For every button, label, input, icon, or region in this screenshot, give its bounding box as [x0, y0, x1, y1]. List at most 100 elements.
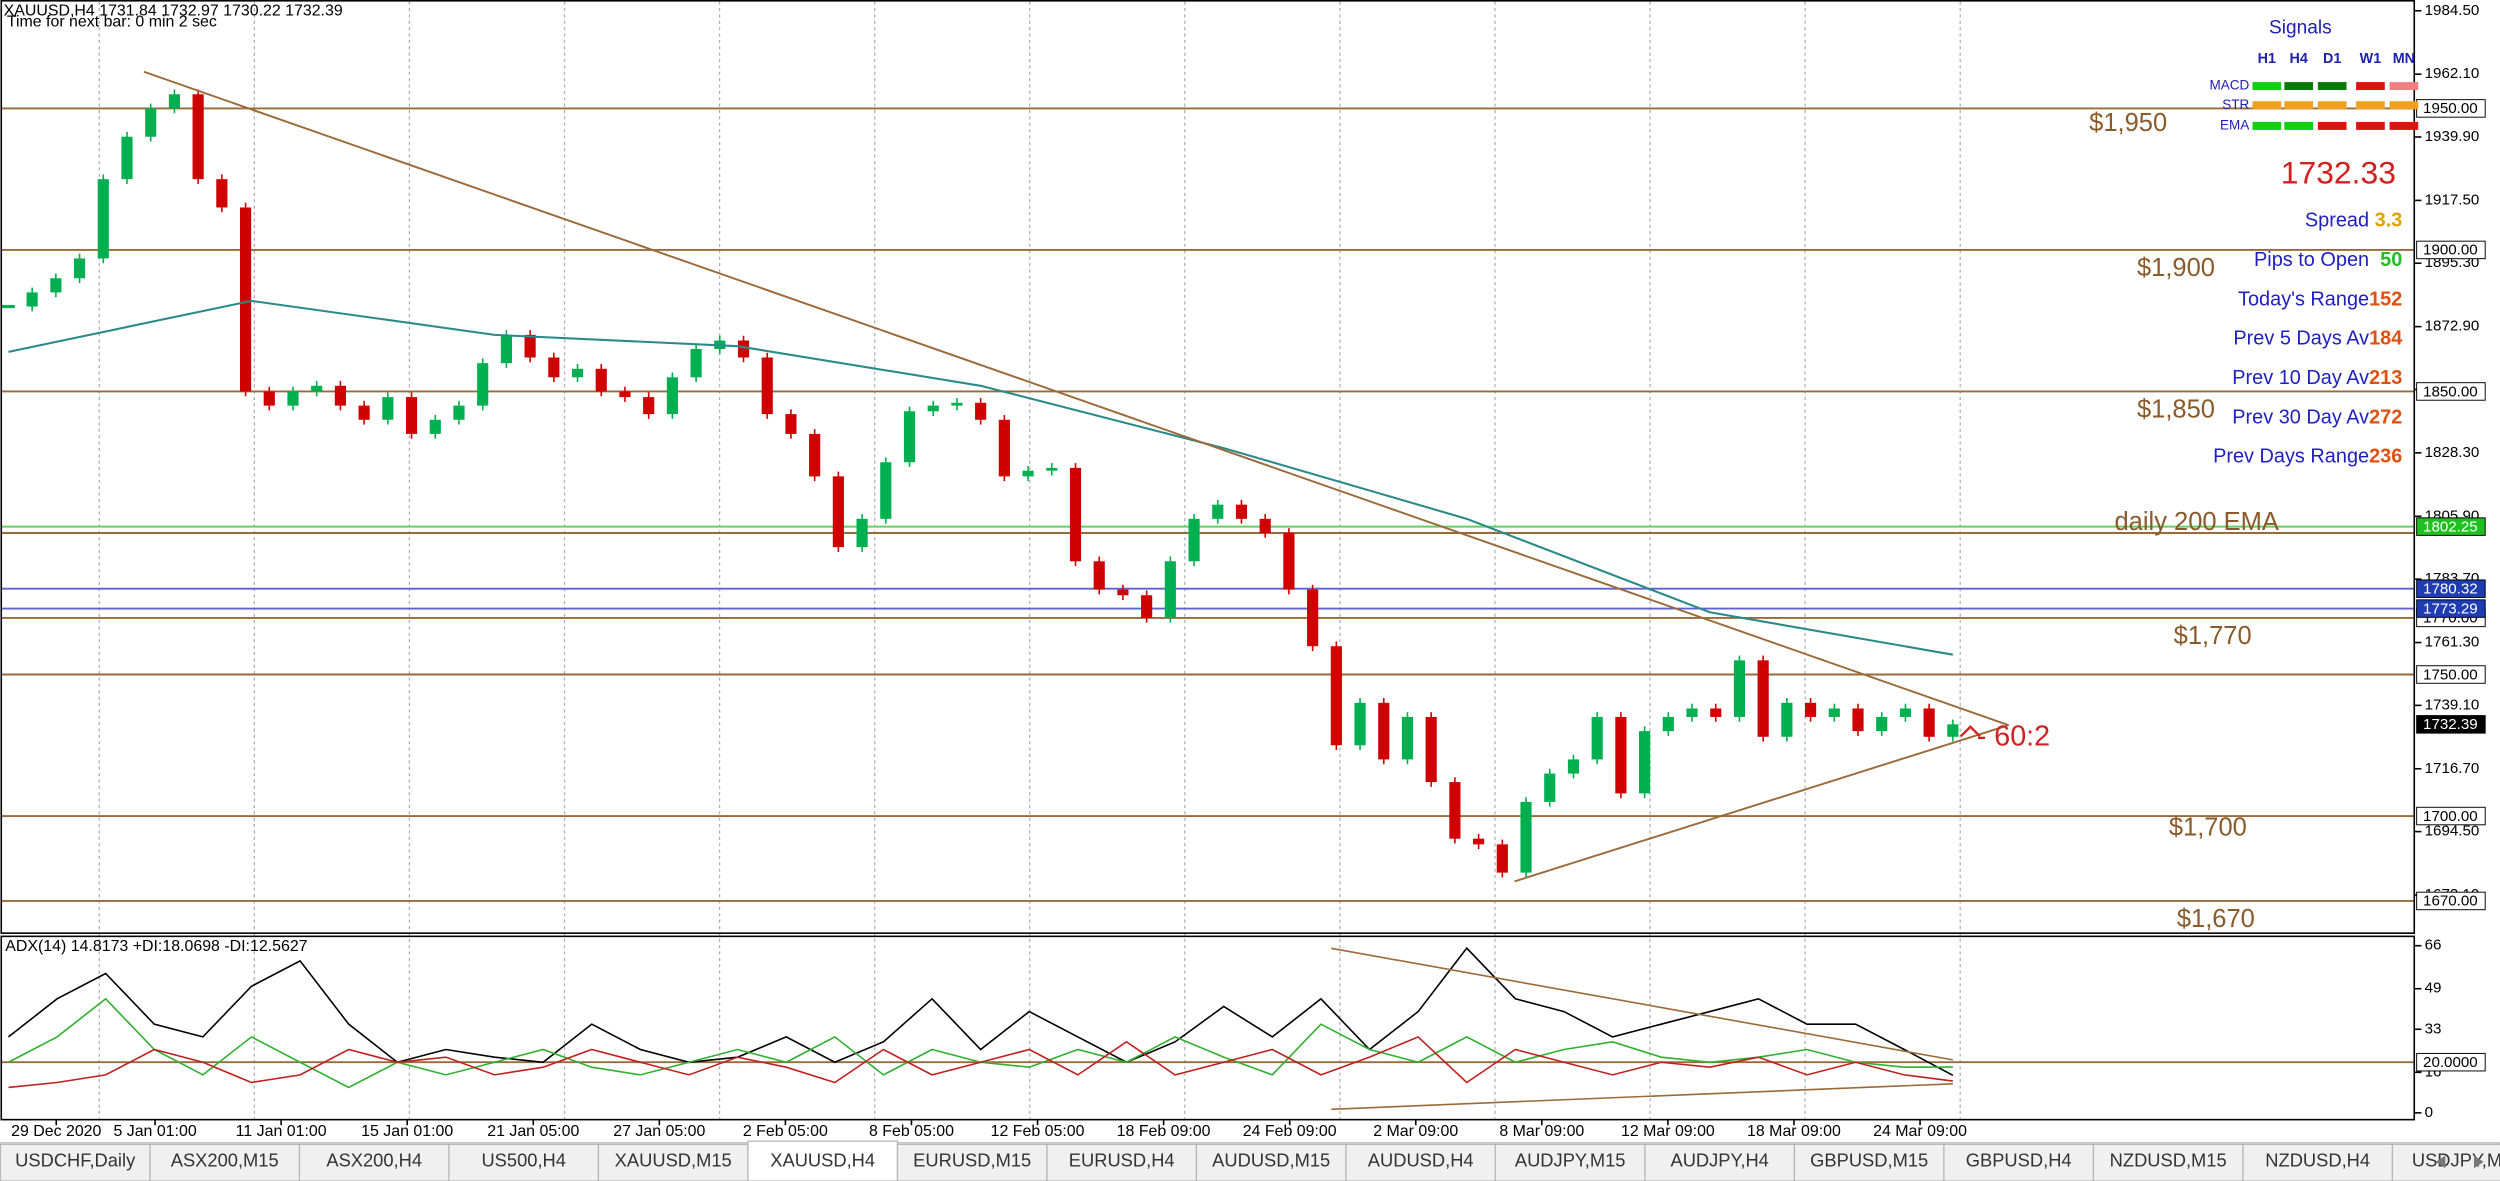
tab[interactable] — [1644, 1143, 1796, 1181]
candle — [1805, 702, 1817, 717]
candle — [571, 368, 584, 378]
candle — [1354, 702, 1366, 746]
tab[interactable] — [1943, 1143, 2095, 1181]
candle — [1639, 731, 1651, 794]
tab-label[interactable]: EURUSD,H4 — [1069, 1150, 1175, 1171]
tab-label[interactable]: GBPUSD,H4 — [1966, 1150, 2072, 1171]
tab-label[interactable]: US500,H4 — [481, 1150, 565, 1171]
tab[interactable] — [747, 1140, 899, 1181]
candle — [1473, 838, 1485, 845]
tab-scroll-right[interactable] — [2474, 1155, 2484, 1169]
signal-cell — [2252, 101, 2282, 110]
candle — [1733, 660, 1746, 717]
price-tag-label: 1700.00 — [2423, 808, 2478, 825]
candle — [145, 108, 157, 137]
tab-label[interactable]: AUDUSD,H4 — [1368, 1150, 1474, 1171]
tab-label[interactable]: ASX200,H4 — [326, 1150, 422, 1171]
price-tag-label: 1732.39 — [2423, 716, 2478, 733]
tab[interactable] — [896, 1143, 1048, 1181]
price-tag-label: 1750.00 — [2423, 666, 2478, 683]
adx-frame — [0, 935, 2416, 1121]
candle — [951, 402, 963, 406]
tab[interactable] — [1494, 1143, 1646, 1181]
tab-label[interactable]: GBPUSD,M15 — [1810, 1150, 1928, 1171]
x-tick-label: 11 Jan 01:00 — [236, 1123, 327, 1140]
bar-timer: Time for next bar: 0 min 2 sec — [7, 14, 217, 31]
tab-label[interactable]: XAUUSD,H4 — [770, 1150, 875, 1171]
candle — [1259, 518, 1271, 533]
candle — [595, 368, 607, 392]
candle — [1283, 532, 1295, 590]
tab[interactable] — [149, 1143, 301, 1181]
candle — [192, 94, 204, 180]
tab-label[interactable]: ASX200,M15 — [171, 1150, 279, 1171]
signal-cell — [2252, 121, 2282, 130]
signal-column: D1 — [2323, 51, 2341, 67]
tab[interactable] — [1046, 1143, 1198, 1181]
candle — [382, 397, 394, 420]
price-tag-label: 1950.00 — [2423, 100, 2478, 117]
stat-label: Pips to Open — [2254, 249, 2380, 271]
price-tag — [2416, 891, 2486, 911]
level-label: $1,770 — [2174, 622, 2252, 650]
time-axis: 29 Dec 2020 5 Jan 01:00 11 Jan 01:00 15 Jan… — [11, 1120, 1967, 1140]
tab[interactable] — [1195, 1143, 1347, 1181]
candle — [1757, 660, 1769, 737]
tab[interactable] — [1345, 1143, 1497, 1181]
y-tick-label: 66 — [2425, 937, 2442, 954]
candle — [358, 405, 370, 420]
tab-label[interactable]: USDJPY,M15 — [2412, 1150, 2500, 1171]
tab-scroll-left[interactable] — [2435, 1155, 2446, 1169]
current-price: 1732.33 — [2281, 155, 2396, 191]
tab[interactable] — [597, 1143, 749, 1181]
candle — [690, 349, 702, 378]
candle — [785, 414, 797, 434]
candle — [1591, 716, 1603, 760]
tab-label[interactable]: USDCHF,Daily — [15, 1150, 136, 1171]
level-label: $1,700 — [2169, 814, 2247, 842]
annotation: - 60:2 — [1977, 721, 2050, 753]
signal-cell — [2317, 82, 2347, 91]
signal-cell — [2317, 121, 2347, 130]
candle — [1022, 470, 1034, 477]
tab-label[interactable]: AUDUSD,M15 — [1212, 1150, 1330, 1171]
tab-label[interactable]: AUDJPY,H4 — [1670, 1150, 1768, 1171]
stat-value: 3.3 — [2375, 210, 2403, 232]
tab[interactable] — [1793, 1143, 1945, 1181]
level-label: $1,900 — [2137, 254, 2215, 282]
y-tick-label: 1984.50 — [2425, 2, 2480, 19]
tab-label[interactable]: EURUSD,M15 — [913, 1150, 1031, 1171]
level-label: daily 200 EMA — [2115, 508, 2279, 536]
candle — [619, 391, 631, 398]
tab-label[interactable]: NZDUSD,M15 — [2110, 1150, 2227, 1171]
tab-label[interactable]: XAUUSD,M15 — [615, 1150, 732, 1171]
stat-row: Today's Range152 — [2238, 289, 2402, 311]
candle — [903, 411, 916, 463]
tab-label[interactable]: AUDJPY,M15 — [1515, 1150, 1626, 1171]
stat-label: Prev 10 Day Av — [2232, 367, 2369, 389]
candle — [311, 385, 323, 392]
level-label: $1,950 — [2089, 109, 2167, 137]
candle — [524, 334, 536, 358]
tab-label[interactable]: NZDUSD,H4 — [2265, 1150, 2370, 1171]
x-tick-label: 2 Mar 09:00 — [1373, 1123, 1458, 1140]
candle — [548, 357, 560, 378]
y-tick-label: 33 — [2425, 1020, 2442, 1037]
stat-label: Spread — [2305, 210, 2375, 232]
candle — [1117, 589, 1129, 596]
signal-cell — [2284, 121, 2314, 130]
candle — [405, 397, 418, 434]
y-tick-label: 1694.50 — [2425, 823, 2480, 840]
tab[interactable] — [2092, 1143, 2244, 1181]
x-tick-label: 8 Feb 05:00 — [869, 1123, 954, 1140]
candle — [1307, 589, 1319, 647]
candle — [1520, 801, 1532, 873]
signal-cell — [2389, 121, 2419, 130]
trend-line — [143, 70, 2009, 727]
tab[interactable] — [0, 1143, 151, 1181]
candle — [1164, 561, 1176, 618]
y-tick-label: 1761.30 — [2425, 634, 2480, 651]
candle — [1686, 708, 1698, 717]
y-tick-label: 1962.10 — [2425, 65, 2480, 82]
x-tick-label: 5 Jan 01:00 — [113, 1123, 196, 1140]
